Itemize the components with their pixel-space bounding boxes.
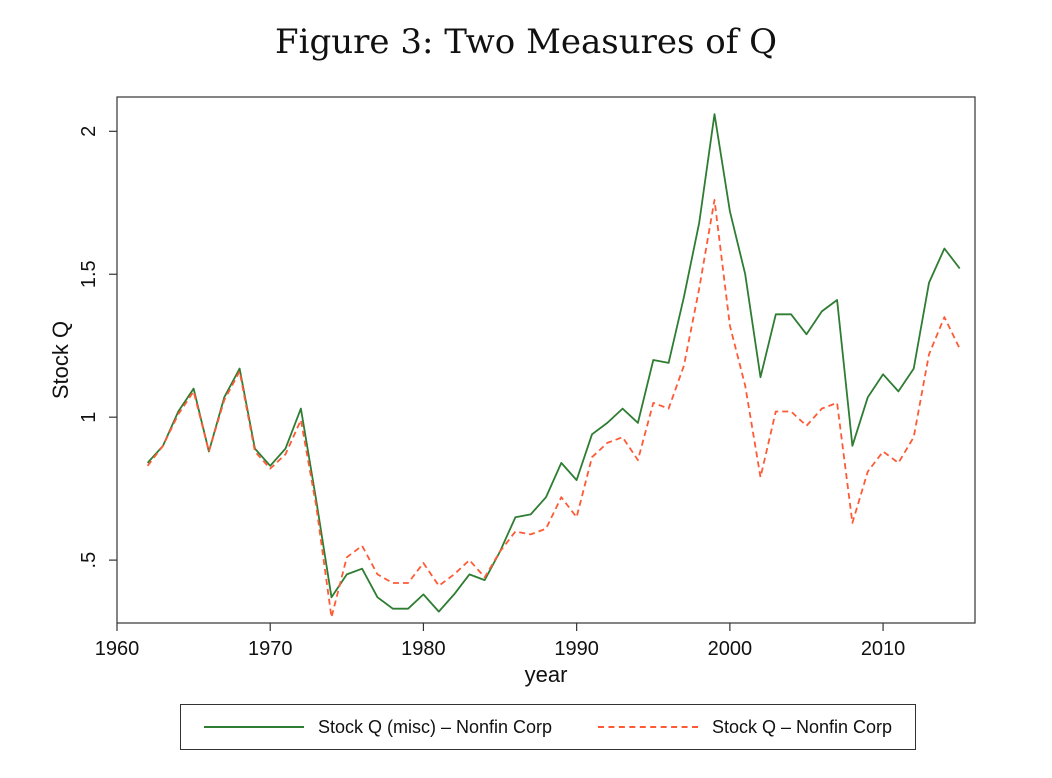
x-tick-label: 1980 — [401, 638, 446, 660]
y-tick-label: 1 — [78, 412, 100, 423]
legend-item-series-1: Stock Q (misc) – Nonfin Corp — [203, 716, 553, 738]
series-line-stock-q-misc — [146, 113, 961, 613]
chart-title: Figure 3: Two Measures of Q — [275, 22, 777, 62]
series-line-stock-q — [146, 198, 961, 619]
x-tick-label: 2000 — [708, 638, 753, 660]
legend-swatch-solid — [203, 726, 304, 728]
legend-label-series-1: Stock Q (misc) – Nonfin Corp — [317, 716, 553, 737]
x-axis-title: year — [525, 662, 568, 687]
y-tick-label: 2 — [78, 126, 100, 137]
legend-item-series-2: Stock Q – Nonfin Corp — [597, 716, 893, 738]
x-tick-label: 1970 — [248, 638, 293, 660]
legend: Stock Q (misc) – Nonfin Corp Stock Q – N… — [180, 704, 916, 750]
y-tick-label: .5 — [78, 552, 100, 569]
x-tick-label: 1990 — [554, 638, 599, 660]
y-axis-title: Stock Q — [48, 321, 73, 399]
legend-swatch-dashed — [597, 726, 698, 728]
line-chart: 1960 1970 1980 1990 2000 2010 .5 1 1.5 2 year Sto… — [48, 96, 976, 687]
y-tick-label: 1.5 — [78, 260, 100, 288]
legend-label-series-2: Stock Q – Nonfin Corp — [711, 716, 893, 737]
x-tick-label: 1960 — [95, 638, 140, 660]
x-tick-label: 2010 — [861, 638, 906, 660]
plot-frame — [116, 96, 976, 624]
